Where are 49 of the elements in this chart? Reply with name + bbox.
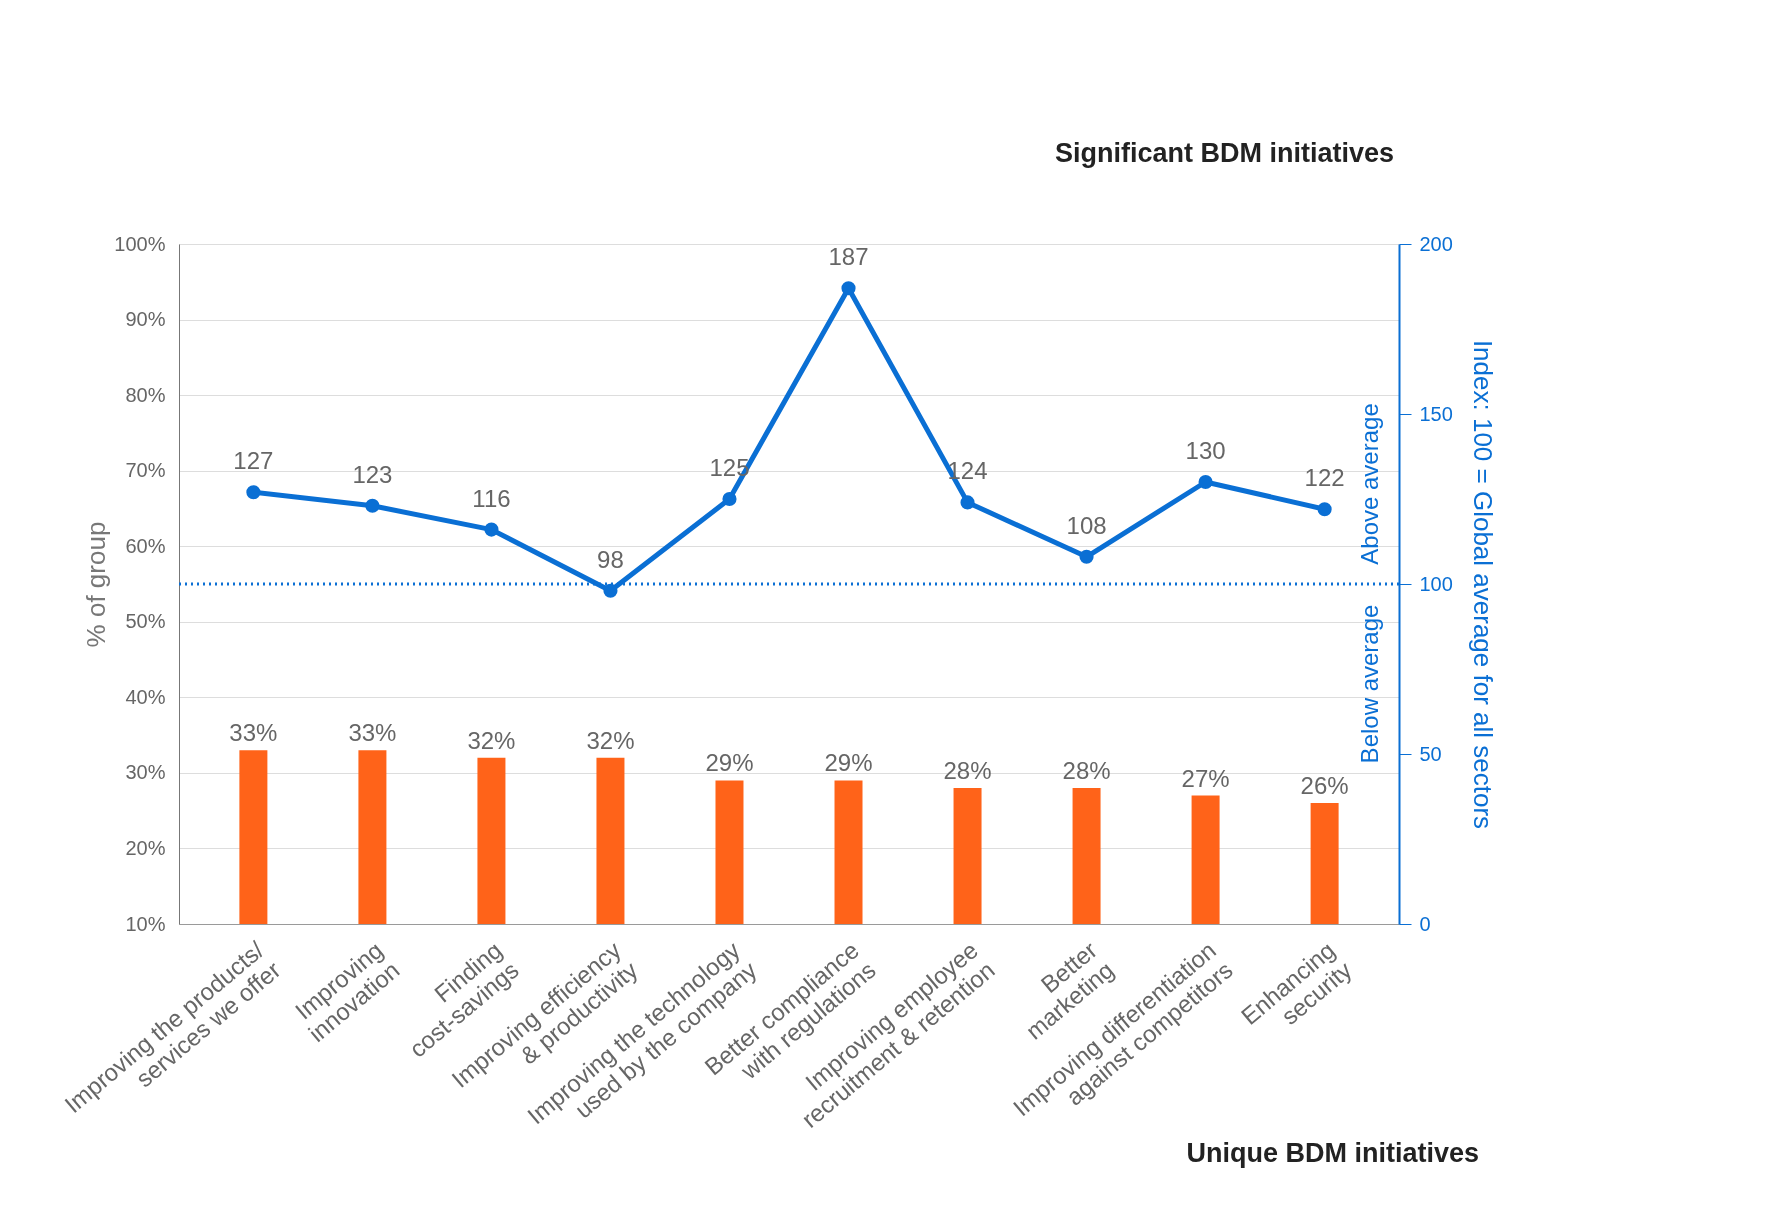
y-tick-label: 90% (125, 308, 166, 331)
data-label: 187 (828, 243, 869, 271)
point (246, 485, 261, 500)
y2-tick-label: 150 (1419, 402, 1453, 425)
point (960, 495, 975, 510)
data-label: 28% (1062, 757, 1111, 784)
y-axis-title: % of group (81, 521, 112, 648)
y2-tick-label: 100 (1419, 572, 1453, 595)
text: Unique BDM initiatives (1186, 1138, 1479, 1168)
data-label: 33% (229, 719, 278, 747)
point (484, 522, 499, 537)
data-label: 33% (348, 719, 397, 747)
data-label: 28% (943, 757, 992, 784)
data-label: 29% (824, 749, 873, 777)
data-label: 108 (1066, 511, 1107, 539)
y-tick-label: 70% (125, 459, 166, 482)
data-label: 27% (1181, 764, 1230, 792)
y-tick-label: 80% (125, 383, 166, 406)
data-label: 122 (1304, 464, 1345, 492)
point (1317, 502, 1332, 517)
y-tick-label: 20% (125, 836, 166, 859)
y-tick-label: 50% (125, 610, 166, 633)
data-label: 123 (352, 460, 393, 488)
point (365, 498, 380, 513)
data-label: 26% (1300, 772, 1349, 800)
data-label: 29% (705, 749, 754, 777)
point (1198, 474, 1213, 490)
y2-tick-label: 0 (1419, 912, 1431, 935)
data-label: 116 (472, 484, 511, 512)
y-tick-label: 10% (125, 912, 166, 935)
data-label: 127 (233, 447, 274, 475)
point (603, 583, 618, 598)
y2-axis-title: Index: 100 = Global average for all sectors (1467, 339, 1498, 830)
y2-tick-label: 50 (1419, 742, 1442, 765)
point (1079, 549, 1094, 564)
data-label: 32% (586, 726, 635, 754)
point (841, 281, 856, 296)
annotation: Below average (1356, 604, 1383, 764)
data-label: 32% (467, 726, 516, 754)
point (722, 491, 737, 507)
data-label: 130 (1185, 437, 1226, 464)
y-tick-label: 60% (125, 534, 166, 557)
data-label: 98 (597, 545, 624, 573)
y-tick-label: 40% (125, 685, 166, 708)
annotation: Above average (1356, 403, 1383, 565)
y-tick-label: 30% (125, 761, 166, 784)
y-tick-label: 100% (114, 232, 166, 255)
y2-tick-label: 200 (1419, 232, 1453, 255)
text: Significant BDM initiatives (1054, 138, 1394, 168)
